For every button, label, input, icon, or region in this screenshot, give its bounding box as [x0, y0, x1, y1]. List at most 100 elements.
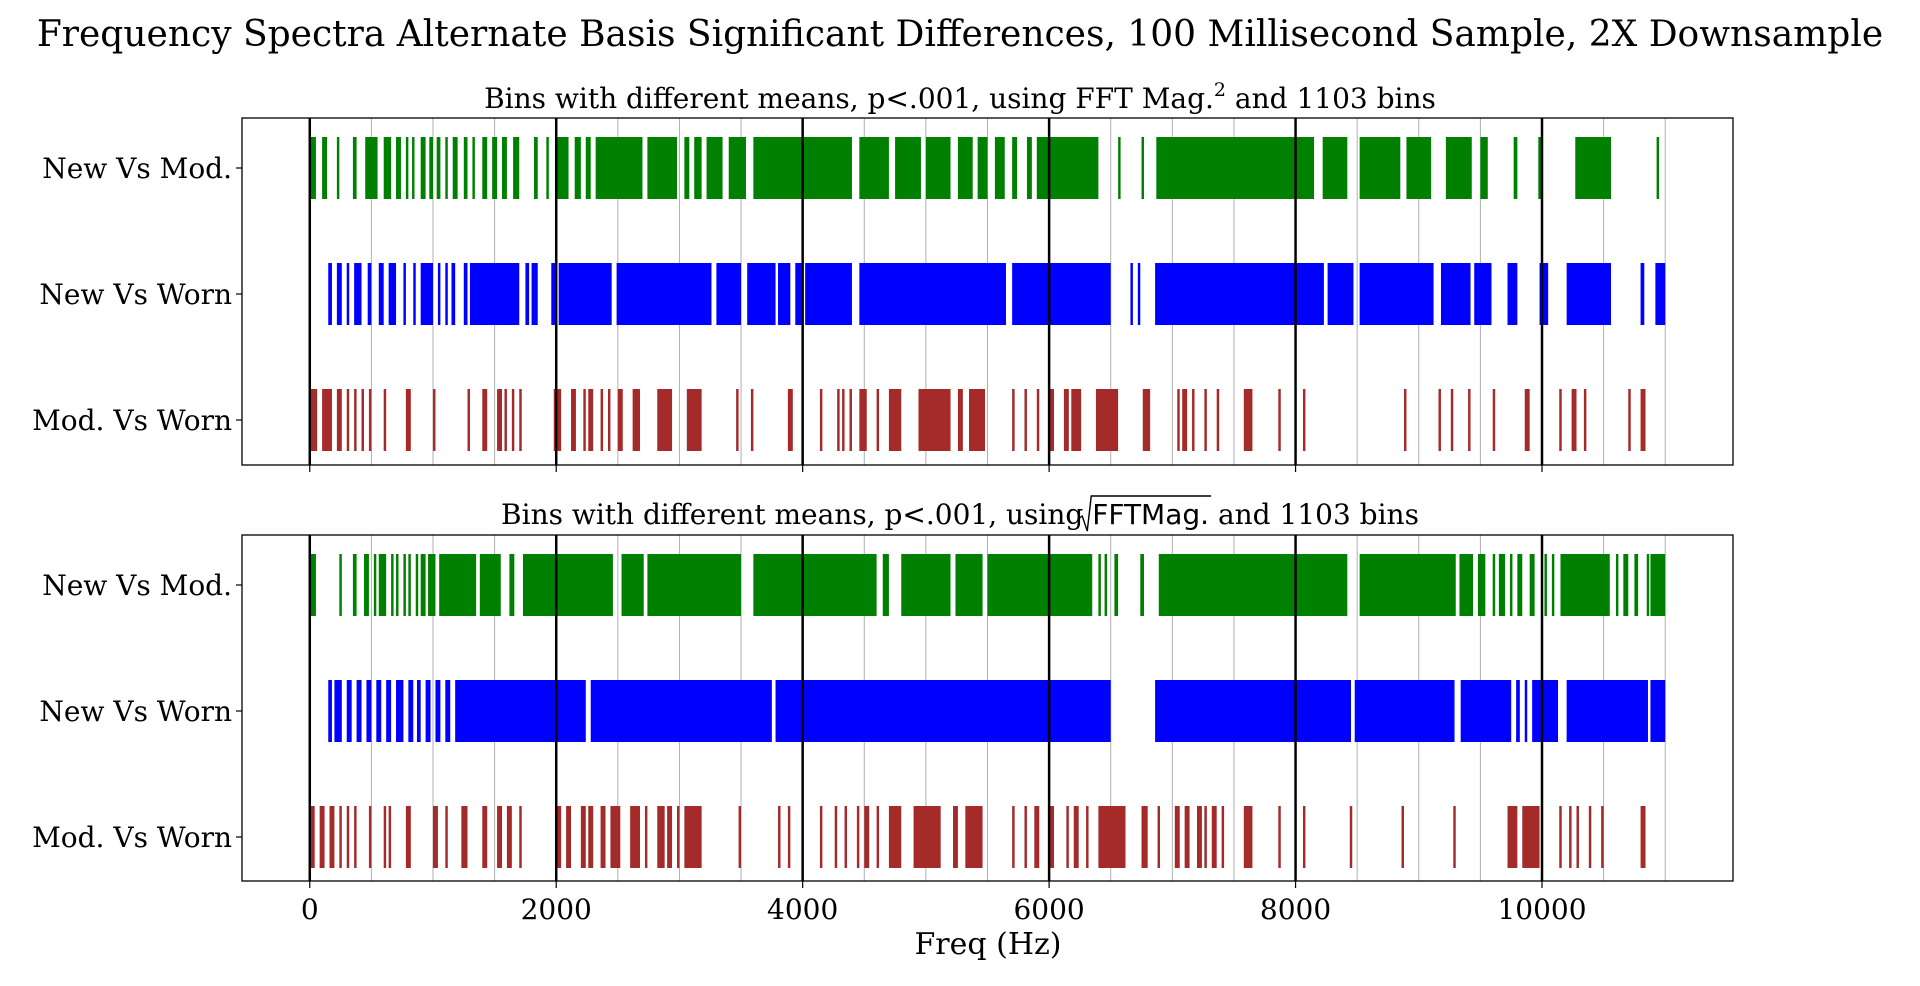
- event-bar: [590, 680, 772, 742]
- event-bar: [1211, 806, 1217, 868]
- event-bar: [396, 554, 399, 616]
- event-bar: [1492, 554, 1496, 616]
- event-bar: [1544, 554, 1547, 616]
- event-bar: [987, 554, 1093, 616]
- event-bar: [1656, 137, 1660, 199]
- event-bar: [469, 263, 520, 325]
- event-bar: [805, 263, 852, 325]
- figure-title: Frequency Spectra Alternate Basis Signif…: [37, 14, 1883, 55]
- event-bar: [309, 806, 315, 868]
- x-tick-label: 8000: [1260, 893, 1331, 926]
- event-bar: [346, 680, 352, 742]
- event-bar: [1086, 806, 1089, 868]
- panel-1-title-post: and 1103 bins: [1226, 82, 1436, 115]
- event-bar: [479, 554, 501, 616]
- event-bar: [1569, 806, 1572, 868]
- event-bar: [977, 137, 988, 199]
- event-bar: [396, 680, 404, 742]
- event-bar: [647, 137, 677, 199]
- event-bar: [1492, 389, 1496, 451]
- event-bar: [957, 137, 973, 199]
- event-bar: [1453, 806, 1456, 868]
- x-tick-label: 2000: [521, 893, 592, 926]
- event-bar: [1359, 137, 1401, 199]
- event-bar: [1440, 263, 1471, 325]
- event-bar: [1073, 806, 1079, 868]
- event-bar: [1140, 554, 1144, 616]
- event-bar: [519, 806, 522, 868]
- event-bar: [1445, 137, 1472, 199]
- event-bar: [837, 389, 840, 451]
- event-bar: [1583, 389, 1587, 451]
- event-bar: [415, 554, 419, 616]
- event-bar: [1174, 806, 1180, 868]
- event-bar: [834, 806, 838, 868]
- y-tick-label: Mod. Vs Worn: [32, 404, 232, 437]
- event-bar: [1517, 554, 1523, 616]
- event-bar: [1438, 389, 1441, 451]
- event-bar: [952, 806, 958, 868]
- event-bar: [1114, 554, 1119, 616]
- event-bar: [383, 389, 387, 451]
- event-bar: [1012, 389, 1015, 451]
- panel-2-title-post: and 1103 bins: [1209, 498, 1419, 531]
- event-bar: [506, 806, 512, 868]
- panel-2-title-pre: Bins with different means, p<.001, using: [501, 498, 1092, 531]
- event-bar: [336, 137, 340, 199]
- event-bar: [583, 389, 586, 451]
- event-bar: [856, 806, 860, 868]
- panel-1-title: Bins with different means, p<.001, using…: [484, 79, 1436, 115]
- event-bar: [1650, 680, 1666, 742]
- event-bar: [630, 806, 641, 868]
- event-bar: [408, 680, 414, 742]
- event-bar: [435, 680, 441, 742]
- y-tick-label: New Vs Worn: [39, 278, 232, 311]
- event-bar: [497, 389, 503, 451]
- event-bar: [365, 137, 378, 199]
- event-bar: [463, 137, 468, 199]
- event-bar: [1098, 554, 1101, 616]
- event-bar: [1066, 806, 1069, 868]
- panel-2-title: Bins with different means, p<.001, using…: [501, 498, 1419, 531]
- event-bar: [525, 263, 530, 325]
- event-bar: [566, 806, 572, 868]
- event-bar: [388, 263, 397, 325]
- event-bar: [632, 389, 641, 451]
- event-bar: [1157, 806, 1161, 868]
- event-bar: [1012, 806, 1015, 868]
- x-tick-label: 0: [301, 893, 319, 926]
- event-bar: [728, 137, 746, 199]
- event-bar: [336, 389, 342, 451]
- event-bar: [1192, 389, 1195, 451]
- event-bar: [1359, 554, 1456, 616]
- event-bar: [1024, 806, 1027, 868]
- event-bar: [1576, 806, 1579, 868]
- event-bar: [1243, 806, 1253, 868]
- event-bar: [425, 680, 431, 742]
- event-bar: [1566, 680, 1648, 742]
- event-bar: [354, 389, 357, 451]
- event-bar: [1196, 806, 1202, 868]
- event-bar: [1063, 389, 1069, 451]
- event-bar: [445, 137, 448, 199]
- event-bar: [925, 137, 951, 199]
- event-bar: [965, 806, 983, 868]
- event-bar: [1049, 806, 1055, 868]
- event-bar: [1118, 137, 1121, 199]
- event-bar: [492, 137, 498, 199]
- event-bar: [1204, 806, 1207, 868]
- event-bar: [787, 389, 793, 451]
- event-bar: [531, 263, 538, 325]
- event-bar: [1640, 806, 1646, 868]
- series-mod-vs-worn: [309, 806, 1646, 868]
- panel-2-title-radicand: FFTMag.: [1092, 498, 1209, 531]
- event-bar: [534, 137, 538, 199]
- sqrt-symbol: [1077, 495, 1212, 532]
- series-mod-vs-worn: [309, 389, 1646, 451]
- event-bar: [346, 806, 350, 868]
- event-bar: [1571, 389, 1577, 451]
- event-bar: [1026, 137, 1032, 199]
- event-bar: [1477, 554, 1486, 616]
- event-bar: [1507, 806, 1518, 868]
- event-bar: [1406, 137, 1432, 199]
